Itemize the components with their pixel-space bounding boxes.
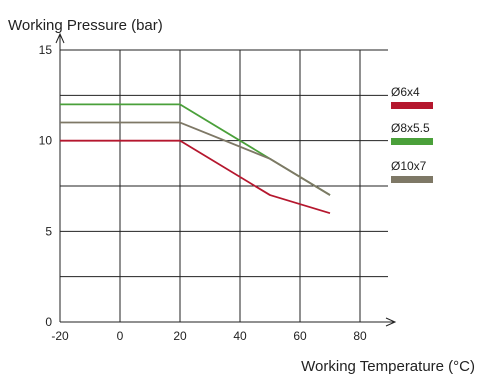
legend-swatch <box>391 102 433 109</box>
x-tick-label: 80 <box>353 329 367 343</box>
y-tick-label: 15 <box>39 43 53 57</box>
legend: Ø6x4 Ø8x5.5 Ø10x7 <box>391 85 433 183</box>
series-line-3 <box>60 121 331 196</box>
series-line-1 <box>60 139 331 215</box>
x-axis-title: Working Temperature (°C) <box>301 358 475 375</box>
x-axis-arrow <box>385 317 397 327</box>
y-tick-label: 5 <box>45 224 52 238</box>
legend-swatch <box>391 138 433 145</box>
axes <box>55 32 397 327</box>
x-tick-label: 0 <box>117 329 124 343</box>
x-tick-label: 20 <box>173 329 187 343</box>
legend-swatch <box>391 176 433 183</box>
y-axis-title: Working Pressure (bar) <box>8 17 163 34</box>
legend-label: Ø10x7 <box>391 159 427 173</box>
x-tick-label: 40 <box>233 329 247 343</box>
y-tick-label: 10 <box>39 134 53 148</box>
x-tick-label: -20 <box>51 329 69 343</box>
series-lines <box>60 103 331 215</box>
x-tick-label: 60 <box>293 329 307 343</box>
y-axis-arrow <box>55 32 65 44</box>
legend-label: Ø8x5.5 <box>391 121 430 135</box>
grid <box>60 49 388 322</box>
legend-label: Ø6x4 <box>391 85 420 99</box>
y-tick-label: 0 <box>45 315 52 329</box>
